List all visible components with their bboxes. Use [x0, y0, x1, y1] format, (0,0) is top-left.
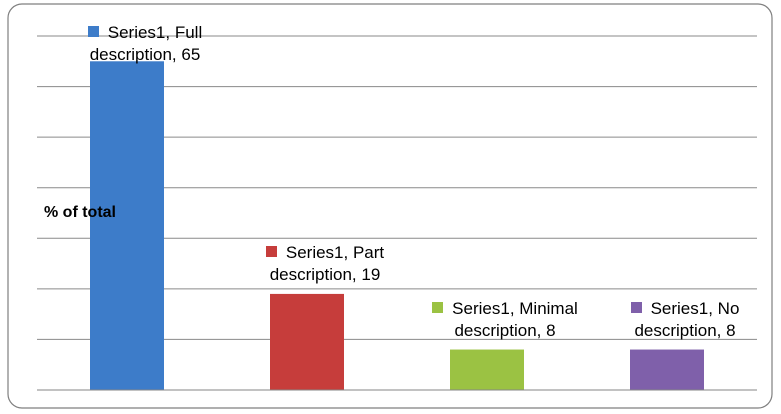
data-label-text: Series1, No description, 8: [634, 298, 740, 340]
legend-key: [87, 26, 99, 37]
bar: [90, 61, 164, 391]
bar: [270, 293, 344, 390]
data-label-text: Series1, Minimal description, 8: [452, 298, 578, 340]
data-label-text: Series1, Full description, 65: [89, 23, 203, 64]
bar: [630, 349, 704, 390]
legend-key: [630, 301, 642, 313]
bar: [450, 349, 524, 390]
legend-key: [265, 245, 277, 257]
chart-border: [7, 3, 773, 409]
data-label: Series1, Part description, 19: [250, 242, 400, 286]
data-label-text: Series1, Part description, 19: [269, 242, 385, 284]
data-label: Series1, Minimal description, 8: [430, 298, 580, 342]
legend-key: [432, 301, 444, 313]
data-label: Series1, No description, 8: [610, 298, 760, 342]
y-axis-label: % of total: [44, 204, 116, 221]
data-label: Series1, Full description, 65: [70, 22, 220, 66]
